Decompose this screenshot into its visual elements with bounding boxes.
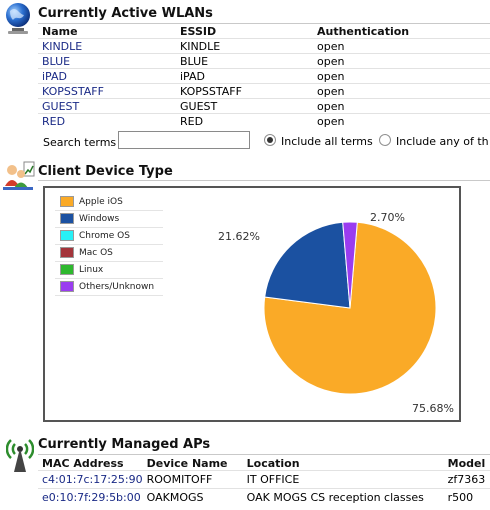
wlan-auth: open [313,68,490,84]
legend-swatch-1 [60,213,74,224]
legend-item[interactable]: Linux [55,262,163,279]
table-row: KINDLE KINDLE open [38,38,490,54]
section-title-wlans: Currently Active WLANs [38,6,213,21]
wlan-name-link[interactable]: RED [38,113,176,128]
wlan-auth: open [313,83,490,99]
legend-item[interactable]: Windows [55,211,163,228]
legend-swatch-3 [60,247,74,258]
wlan-name-link[interactable]: BLUE [38,53,176,69]
legend-label: Mac OS [79,248,113,258]
ap-table: MAC Address Device Name Location Model c… [38,456,490,506]
column-header-name[interactable]: Name [42,24,78,38]
ap-model: zf7363 [443,470,490,489]
pie-slice-others-unknown[interactable] [342,221,358,309]
column-header-device-name[interactable]: Device Name [146,456,228,470]
ap-device-name: ROOMITOFF [142,470,243,489]
wlan-table: Name ESSID Authentication KINDLE KINDLE … [38,24,490,128]
ap-mac-link[interactable]: e0:10:7f:29:5b:00 [38,488,143,506]
include-any-radio[interactable] [379,134,391,146]
legend-label: Apple iOS [79,197,123,207]
legend-swatch-5 [60,281,74,292]
wlan-name-link[interactable]: KINDLE [38,38,176,54]
legend-label: Linux [79,265,104,275]
wlan-essid: RED [176,113,313,128]
pie-data-label: 21.62% [218,230,260,243]
wlan-essid: iPAD [176,68,313,84]
table-row: e0:10:7f:29:5b:00 OAKMOGS OAK MOGS CS re… [38,488,490,506]
column-header-model[interactable]: Model [447,456,486,470]
search-input[interactable] [118,131,250,149]
wlan-name-link[interactable]: GUEST [38,98,176,114]
table-row: BLUE BLUE open [38,53,490,69]
table-row: KOPSSTAFF KOPSSTAFF open [38,83,490,99]
search-bar: Search terms Include all terms Include a… [38,130,490,154]
device-type-chart: Apple iOS Windows Chrome OS Mac OS Linux… [43,186,461,422]
ap-model: r500 [443,488,490,506]
wlan-essid: BLUE [176,53,313,69]
wlan-name-link[interactable]: KOPSSTAFF [38,83,176,99]
section-title-aps: Currently Managed APs [38,437,211,452]
table-header-row: MAC Address Device Name Location Model [38,456,490,471]
table-row: c4:01:7c:17:25:90 ROOMITOFF IT OFFICE zf… [38,470,490,489]
ap-location: OAK MOGS CS reception classes [242,488,444,506]
pie-chart: 75.68% 21.62% 2.70% [218,211,454,415]
legend-swatch-0 [60,196,74,207]
column-header-location[interactable]: Location [246,456,300,470]
legend-item[interactable]: Apple iOS [55,194,163,211]
legend-item[interactable]: Others/Unknown [55,279,163,296]
section-title-devices: Client Device Type [38,164,173,179]
pie-data-label: 75.68% [412,402,454,415]
table-row: RED RED open [38,113,490,128]
table-row: iPAD iPAD open [38,68,490,84]
legend-swatch-4 [60,264,74,275]
legend-label: Chrome OS [79,231,130,241]
table-header-row: Name ESSID Authentication [38,24,490,39]
include-any-label[interactable]: Include any of th [396,135,489,148]
table-row: GUEST GUEST open [38,98,490,114]
legend-item[interactable]: Mac OS [55,245,163,262]
ap-device-name: OAKMOGS [142,488,243,506]
wlan-auth: open [313,98,490,114]
pie-data-label: 2.70% [370,211,405,224]
legend-label: Windows [79,214,120,224]
column-header-mac[interactable]: MAC Address [42,456,124,470]
users-chart-icon [3,160,35,190]
section-divider [38,180,490,181]
globe-monitor-icon [2,1,34,35]
legend-item[interactable]: Chrome OS [55,228,163,245]
wlan-auth: open [313,113,490,128]
legend-swatch-2 [60,230,74,241]
wlan-essid: GUEST [176,98,313,114]
section-divider [38,23,490,24]
wlan-essid: KINDLE [176,38,313,54]
wlan-essid: KOPSSTAFF [176,83,313,99]
chart-legend: Apple iOS Windows Chrome OS Mac OS Linux… [55,194,163,296]
wlan-auth: open [313,38,490,54]
ap-mac-link[interactable]: c4:01:7c:17:25:90 [38,470,143,489]
pie-slice-windows[interactable] [264,221,351,309]
ap-location: IT OFFICE [242,470,444,489]
legend-label: Others/Unknown [79,282,155,292]
wlan-name-link[interactable]: iPAD [38,68,176,84]
column-header-authentication[interactable]: Authentication [317,24,410,38]
wlan-auth: open [313,53,490,69]
antenna-icon [5,434,35,474]
column-header-essid[interactable]: ESSID [180,24,217,38]
section-divider [38,454,490,455]
search-label: Search terms [43,136,117,149]
include-all-label[interactable]: Include all terms [281,135,373,148]
include-all-radio[interactable] [264,134,276,146]
